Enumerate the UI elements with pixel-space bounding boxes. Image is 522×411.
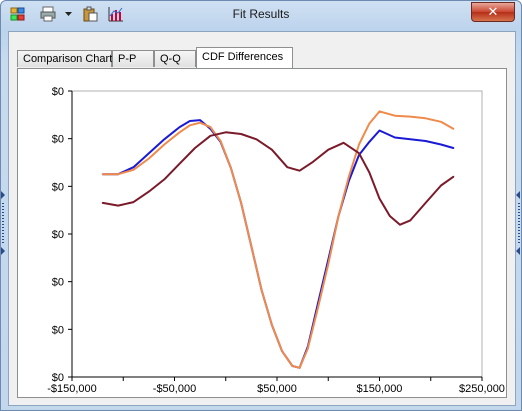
window-title: Fit Results xyxy=(232,7,290,21)
y-tick-label: $0 xyxy=(52,372,64,384)
y-tick-label: $0 xyxy=(52,86,64,98)
chart-icon[interactable] xyxy=(107,4,125,24)
y-tick-label: $0 xyxy=(52,324,64,336)
series-line-2 xyxy=(101,110,455,369)
window-icon[interactable] xyxy=(9,4,27,24)
x-tick-label: $50,000 xyxy=(257,383,297,395)
cdf-differences-chart: $0$0$0$0$0$0$0 -$150,000-$100,000-$50,00… xyxy=(47,86,505,409)
left-resize-handle[interactable] xyxy=(1,187,6,259)
x-tick-label: $150,000 xyxy=(357,383,403,395)
y-tick-label: $0 xyxy=(52,277,64,289)
right-resize-handle[interactable] xyxy=(516,187,521,259)
cdf-differences-panel: $0$0$0$0$0$0$0 -$150,000-$100,000-$50,00… xyxy=(17,68,507,409)
print-icon[interactable] xyxy=(39,4,57,24)
tab-p-p[interactable]: P-P xyxy=(112,50,154,67)
content-area: Comparison Chart P-P Q-Q CDF Differences… xyxy=(8,31,516,409)
dropdown-arrow-icon[interactable] xyxy=(63,4,73,24)
series-line-3 xyxy=(101,131,455,226)
tab-comparison-chart[interactable]: Comparison Chart xyxy=(17,50,112,67)
y-tick-label: $0 xyxy=(52,229,64,241)
plot-border xyxy=(71,90,483,378)
close-button[interactable]: ✕ xyxy=(471,2,515,22)
title-bar: Fit Results ✕ xyxy=(1,1,521,29)
x-tick-label: -$50,000 xyxy=(153,383,196,395)
clipboard-icon[interactable] xyxy=(81,4,99,24)
tab-q-q[interactable]: Q-Q xyxy=(154,50,196,67)
y-tick-label: $0 xyxy=(52,134,64,146)
x-tick-label: $250,000 xyxy=(459,383,505,395)
y-tick-label: $0 xyxy=(52,181,64,193)
tab-cdf-differences[interactable]: CDF Differences xyxy=(196,47,293,68)
x-tick-label: -$150,000 xyxy=(47,383,97,395)
